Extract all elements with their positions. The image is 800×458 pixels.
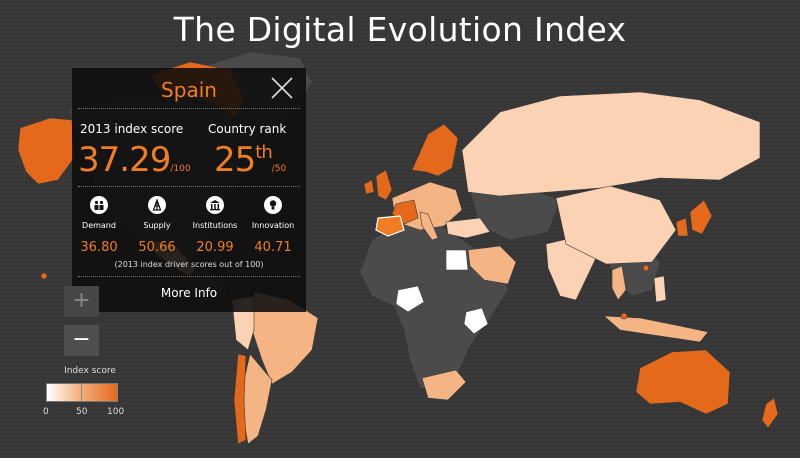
country-name: Spain (161, 78, 217, 102)
country-indonesia (603, 315, 709, 343)
driver-value: 36.80 (80, 240, 118, 255)
country-russia (461, 91, 761, 197)
legend-gradient-bar (46, 383, 118, 402)
score-label: 2013 index score (80, 122, 184, 136)
legend-title: Index score (64, 366, 116, 376)
country-australia (635, 349, 731, 415)
page-title: The Digital Evolution Index (173, 10, 627, 49)
legend-tick (81, 383, 82, 402)
country-turkey (445, 217, 491, 239)
driver-value: 40.71 (254, 240, 292, 255)
rank-value: 25 (214, 140, 256, 180)
country-egypt (445, 249, 469, 271)
country-italy (419, 211, 439, 241)
country-philippines (653, 275, 667, 303)
driver-name: Supply (143, 221, 171, 230)
driver-note: (2013 index driver scores out of 100) (114, 260, 264, 269)
country-china (555, 185, 677, 265)
country-uk (375, 169, 393, 201)
tower-icon (148, 196, 166, 214)
country-thailand (611, 265, 627, 301)
score-value-block: 37.29/100 (78, 140, 191, 180)
rank-ordinal: th (255, 142, 272, 163)
country-scandinavia (411, 123, 459, 177)
driver-value: 50.66 (138, 240, 176, 255)
building-icon (206, 196, 224, 214)
country-ireland (363, 179, 375, 195)
country-info-panel: Spain 2013 index score 37.29/100 Country… (72, 68, 306, 312)
country-hong-kong (642, 264, 650, 272)
rank-value-block: 25th/50 (214, 140, 286, 180)
zoom-out-button[interactable]: − (64, 325, 99, 356)
country-kenya (463, 307, 489, 335)
driver-innovation: Innovation 40.71 (244, 196, 302, 255)
rank-suffix: /50 (271, 164, 287, 174)
driver-name: Innovation (251, 221, 295, 230)
driver-name: Demand (82, 221, 116, 230)
country-spain-highlight (375, 215, 405, 237)
driver-name: Institutions (192, 221, 238, 230)
country-new-zealand (761, 397, 779, 429)
lightbulb-icon (264, 196, 282, 214)
more-info-link[interactable]: More Info (160, 286, 218, 300)
driver-supply: Supply 50.66 (128, 196, 186, 255)
zoom-in-button[interactable]: + (64, 286, 99, 317)
score-value: 37.29 (78, 140, 171, 180)
country-japan (689, 199, 713, 235)
rank-label: Country rank (208, 122, 287, 136)
driver-value: 20.99 (196, 240, 234, 255)
panel-divider (78, 108, 300, 109)
close-icon[interactable] (270, 76, 294, 100)
country-alaska (17, 117, 75, 185)
panel-divider (78, 186, 300, 187)
country-singapore (620, 312, 628, 320)
driver-demand: Demand 36.80 (70, 196, 128, 255)
legend-tick (117, 383, 118, 402)
country-caribbean (40, 272, 48, 280)
legend-tick-label: 0 (43, 407, 49, 417)
legend-tick-label: 100 (107, 407, 125, 417)
legend-tick (46, 383, 47, 402)
country-middle-east (467, 245, 517, 285)
panel-divider (78, 276, 300, 277)
africa-shape (359, 217, 509, 393)
country-chile (233, 353, 247, 445)
country-korea (675, 217, 689, 237)
driver-institutions: Institutions 20.99 (186, 196, 244, 255)
index-score-legend: Index score 0 50 100 (40, 366, 130, 417)
country-south-africa (421, 369, 467, 401)
legend-tick-label: 50 (76, 407, 88, 417)
score-suffix: /100 (170, 164, 191, 174)
people-icon (90, 196, 108, 214)
country-nigeria (395, 285, 425, 313)
